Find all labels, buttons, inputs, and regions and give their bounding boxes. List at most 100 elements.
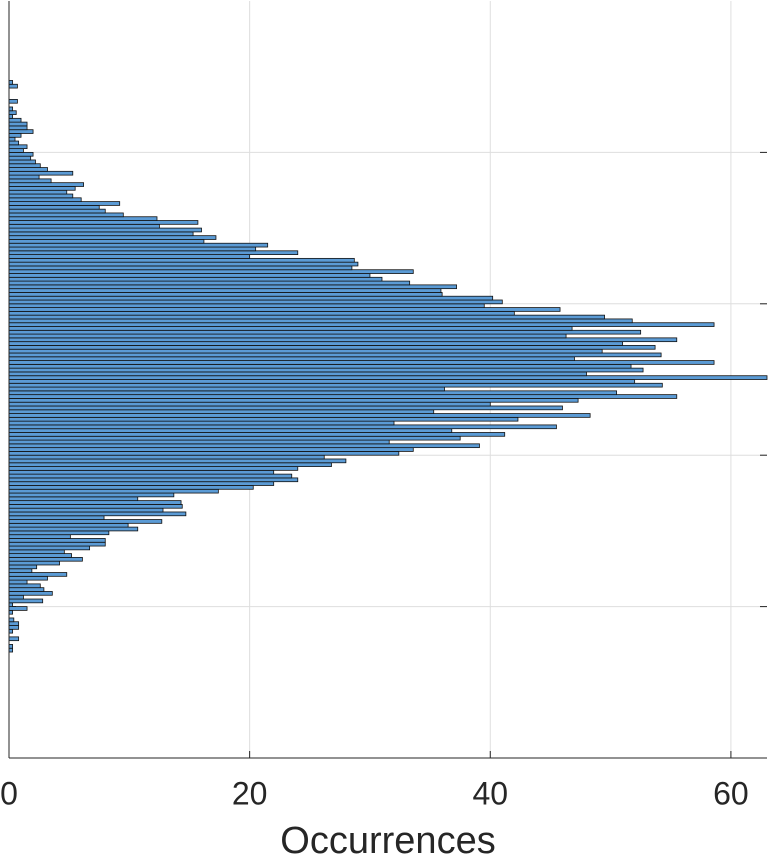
bar bbox=[8, 174, 40, 180]
bar bbox=[8, 477, 299, 483]
bar bbox=[8, 310, 515, 316]
bar bbox=[8, 178, 52, 184]
bar bbox=[8, 382, 663, 388]
bar bbox=[8, 254, 251, 259]
bar bbox=[8, 428, 453, 433]
bar bbox=[8, 201, 121, 206]
bar bbox=[8, 602, 14, 608]
bar bbox=[8, 451, 400, 456]
bar bbox=[8, 432, 506, 437]
bar bbox=[8, 587, 45, 592]
bar bbox=[8, 598, 44, 604]
bar bbox=[8, 257, 355, 263]
bar bbox=[8, 526, 139, 532]
bar bbox=[8, 496, 139, 502]
bar bbox=[8, 318, 633, 324]
bar bbox=[8, 367, 644, 373]
bar bbox=[8, 155, 32, 161]
bar bbox=[8, 500, 182, 505]
bar bbox=[8, 129, 34, 134]
bar bbox=[8, 488, 219, 494]
bar bbox=[8, 541, 106, 547]
bar bbox=[8, 356, 575, 361]
bar bbox=[8, 223, 160, 229]
bar bbox=[8, 515, 105, 520]
bar bbox=[8, 299, 503, 305]
bar bbox=[8, 136, 16, 142]
bar bbox=[8, 454, 325, 460]
bar bbox=[8, 261, 359, 267]
bar bbox=[8, 333, 567, 339]
bar bbox=[8, 538, 106, 543]
bar bbox=[8, 106, 14, 112]
bar bbox=[8, 564, 38, 570]
bar bbox=[8, 473, 293, 479]
bar bbox=[8, 530, 110, 536]
bar bbox=[8, 405, 563, 411]
bar bbox=[8, 511, 187, 517]
bar bbox=[8, 204, 100, 210]
bar bbox=[8, 292, 443, 297]
bar bbox=[8, 579, 28, 585]
bar bbox=[8, 379, 636, 384]
bar bbox=[8, 360, 715, 365]
bar bbox=[8, 186, 76, 191]
bar bbox=[8, 636, 20, 642]
x-tick-label: 40 bbox=[472, 775, 508, 811]
bar bbox=[8, 307, 561, 312]
bar bbox=[8, 435, 461, 441]
x-tick-label: 0 bbox=[0, 775, 18, 811]
bar bbox=[8, 352, 662, 358]
bar bbox=[8, 375, 768, 380]
bar bbox=[8, 182, 84, 187]
bar bbox=[8, 439, 390, 445]
bar bbox=[8, 110, 17, 115]
bar bbox=[8, 371, 587, 377]
bar bbox=[8, 114, 14, 119]
bar bbox=[8, 284, 457, 290]
bar bbox=[8, 549, 65, 555]
bar bbox=[8, 329, 642, 335]
bar bbox=[8, 341, 624, 346]
bar bbox=[8, 326, 573, 331]
bar bbox=[8, 621, 20, 626]
bar bbox=[8, 507, 164, 513]
bar bbox=[8, 534, 71, 539]
bar bbox=[8, 216, 158, 221]
bar bbox=[8, 625, 20, 630]
bar bbox=[8, 170, 74, 176]
bar bbox=[8, 121, 28, 127]
bar bbox=[8, 591, 53, 596]
bar bbox=[8, 424, 557, 430]
bar bbox=[8, 575, 48, 581]
bar bbox=[8, 314, 605, 320]
bar bbox=[8, 303, 485, 308]
bar bbox=[8, 458, 347, 464]
bar bbox=[8, 519, 163, 524]
bar bbox=[8, 560, 60, 566]
bar bbox=[8, 398, 579, 403]
bar bbox=[8, 462, 332, 467]
bar bbox=[8, 322, 715, 327]
bar bbox=[8, 242, 269, 248]
bar bbox=[8, 345, 656, 350]
bar bbox=[8, 545, 91, 551]
bar bbox=[8, 628, 14, 634]
bar bbox=[8, 609, 14, 615]
bar bbox=[8, 401, 491, 407]
x-axis-label: Occurrences bbox=[280, 820, 495, 859]
bar bbox=[8, 148, 24, 153]
bar bbox=[8, 617, 15, 623]
x-tick-label: 60 bbox=[713, 775, 749, 811]
bar bbox=[8, 208, 106, 214]
bar bbox=[8, 606, 28, 611]
bar bbox=[8, 363, 632, 369]
bar bbox=[8, 265, 353, 271]
bar bbox=[8, 647, 14, 653]
bar bbox=[8, 246, 257, 252]
bar bbox=[8, 167, 48, 172]
bar bbox=[8, 83, 18, 89]
bar bbox=[8, 568, 33, 573]
bar bbox=[8, 163, 41, 168]
bar bbox=[8, 235, 217, 240]
